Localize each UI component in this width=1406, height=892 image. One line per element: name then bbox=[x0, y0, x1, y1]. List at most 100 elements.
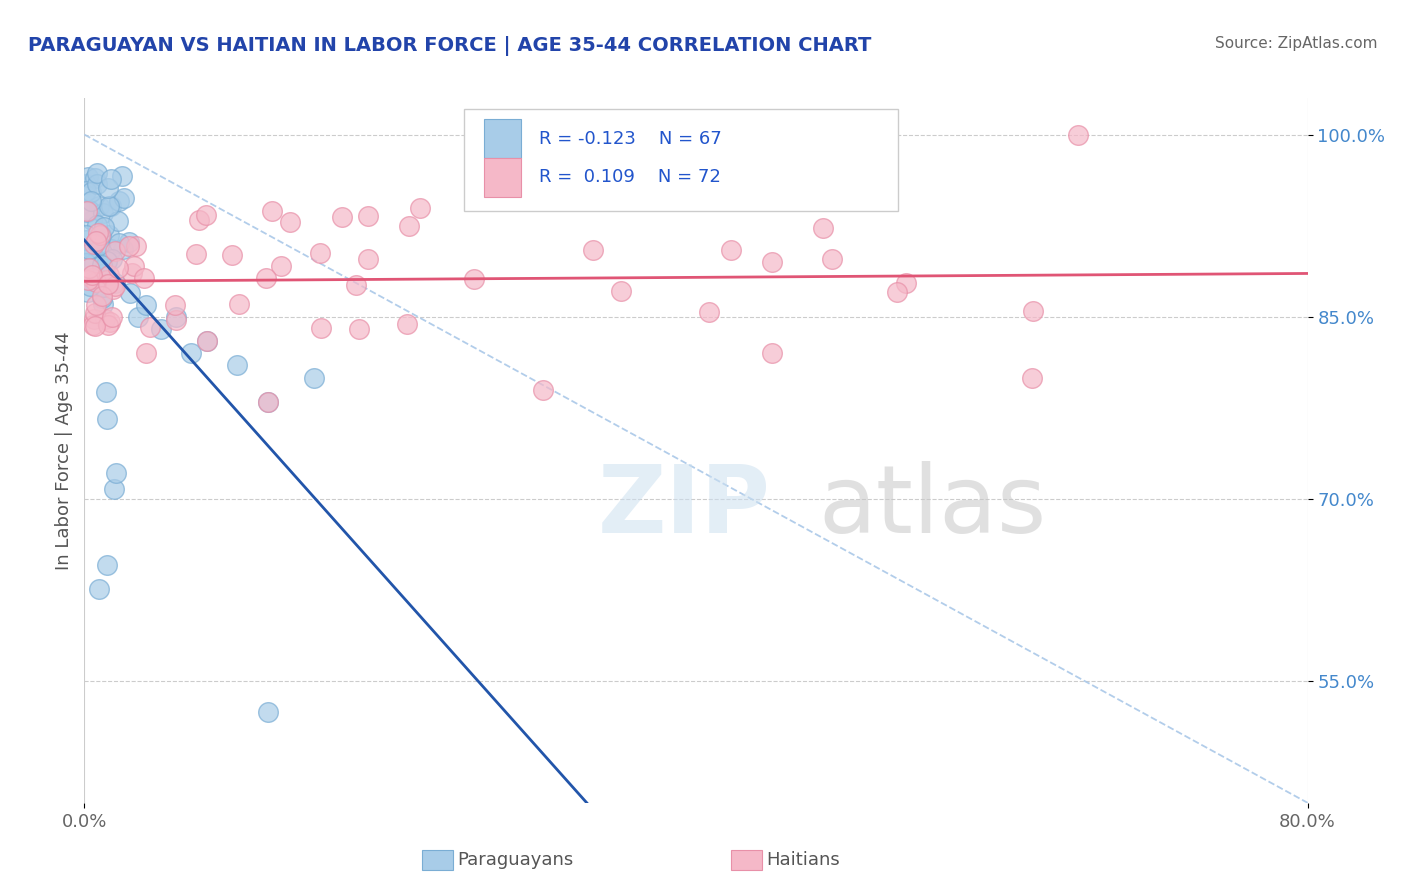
Point bbox=[309, 321, 332, 335]
Point bbox=[120, 285, 142, 300]
Point bbox=[100, 242, 122, 256]
Point bbox=[93, 219, 115, 234]
Point bbox=[96, 254, 118, 268]
Point bbox=[103, 482, 125, 496]
Point bbox=[100, 252, 122, 266]
Point bbox=[107, 261, 129, 276]
Point bbox=[86, 177, 108, 191]
Point bbox=[134, 271, 156, 285]
Point bbox=[398, 219, 420, 234]
Point bbox=[77, 272, 100, 286]
Point bbox=[894, 276, 917, 290]
Text: atlas: atlas bbox=[818, 461, 1046, 553]
Point bbox=[76, 204, 98, 219]
Point bbox=[165, 297, 187, 311]
Point bbox=[761, 255, 783, 269]
Point bbox=[90, 258, 112, 272]
FancyBboxPatch shape bbox=[484, 120, 522, 158]
Point bbox=[357, 209, 380, 223]
Point bbox=[77, 285, 100, 300]
Point bbox=[107, 214, 129, 228]
Point bbox=[195, 334, 218, 348]
Point bbox=[97, 227, 120, 242]
Point bbox=[118, 239, 141, 253]
Point bbox=[1021, 370, 1043, 384]
Point bbox=[821, 252, 844, 267]
Text: Paraguayans: Paraguayans bbox=[457, 851, 574, 869]
Point bbox=[91, 289, 114, 303]
Point bbox=[94, 312, 117, 326]
Point bbox=[100, 198, 122, 212]
Point bbox=[83, 237, 105, 252]
Point bbox=[409, 201, 432, 215]
Point bbox=[135, 346, 157, 360]
Point bbox=[260, 204, 283, 219]
Point bbox=[302, 370, 325, 384]
Point bbox=[135, 298, 157, 312]
Point bbox=[180, 346, 202, 360]
Point bbox=[531, 383, 554, 397]
Point bbox=[98, 315, 121, 329]
Point bbox=[165, 310, 187, 324]
Point bbox=[122, 259, 145, 273]
Point bbox=[187, 212, 209, 227]
Text: Source: ZipAtlas.com: Source: ZipAtlas.com bbox=[1215, 36, 1378, 51]
Point bbox=[84, 234, 107, 248]
Point bbox=[75, 184, 97, 198]
Point bbox=[87, 582, 110, 597]
Point bbox=[97, 199, 120, 213]
Point bbox=[86, 219, 108, 233]
Point bbox=[82, 271, 104, 285]
Point bbox=[121, 266, 143, 280]
Point bbox=[761, 346, 783, 360]
Point bbox=[330, 211, 353, 225]
Point bbox=[87, 237, 110, 252]
Text: PARAGUAYAN VS HAITIAN IN LABOR FORCE | AGE 35-44 CORRELATION CHART: PARAGUAYAN VS HAITIAN IN LABOR FORCE | A… bbox=[28, 36, 872, 55]
Point bbox=[697, 305, 720, 319]
Point bbox=[308, 246, 330, 260]
FancyBboxPatch shape bbox=[464, 109, 898, 211]
Point bbox=[257, 705, 280, 719]
Point bbox=[90, 227, 112, 242]
Point bbox=[96, 273, 118, 287]
Point bbox=[108, 194, 131, 208]
Point bbox=[83, 312, 105, 326]
Point bbox=[254, 270, 277, 285]
Point bbox=[79, 279, 101, 293]
Text: R =  0.109    N = 72: R = 0.109 N = 72 bbox=[540, 169, 721, 186]
Point bbox=[77, 242, 100, 256]
Point bbox=[118, 235, 141, 249]
Point bbox=[84, 319, 107, 334]
Point bbox=[80, 213, 103, 227]
Point bbox=[89, 199, 111, 213]
Point bbox=[100, 310, 122, 324]
Point bbox=[221, 248, 243, 262]
Point bbox=[89, 228, 111, 243]
Point bbox=[91, 291, 114, 305]
Point bbox=[194, 208, 217, 222]
Point bbox=[257, 395, 280, 409]
Point bbox=[349, 322, 371, 336]
Point bbox=[226, 359, 249, 373]
Point bbox=[257, 395, 280, 409]
Point bbox=[104, 276, 127, 290]
Point bbox=[112, 191, 135, 205]
Point bbox=[127, 310, 149, 324]
Point bbox=[886, 285, 908, 299]
Point bbox=[76, 169, 98, 184]
Y-axis label: In Labor Force | Age 35-44: In Labor Force | Age 35-44 bbox=[55, 331, 73, 570]
Text: Haitians: Haitians bbox=[766, 851, 839, 869]
Point bbox=[107, 235, 129, 250]
Point bbox=[91, 297, 114, 311]
Point bbox=[356, 252, 378, 267]
Point bbox=[104, 244, 127, 259]
Point bbox=[1022, 303, 1045, 318]
Point bbox=[278, 215, 301, 229]
Point bbox=[582, 244, 605, 258]
Text: ZIP: ZIP bbox=[598, 461, 770, 553]
Point bbox=[97, 318, 120, 333]
Point bbox=[86, 226, 108, 240]
Point bbox=[1067, 128, 1090, 142]
Point bbox=[96, 558, 118, 572]
Point bbox=[84, 298, 107, 312]
